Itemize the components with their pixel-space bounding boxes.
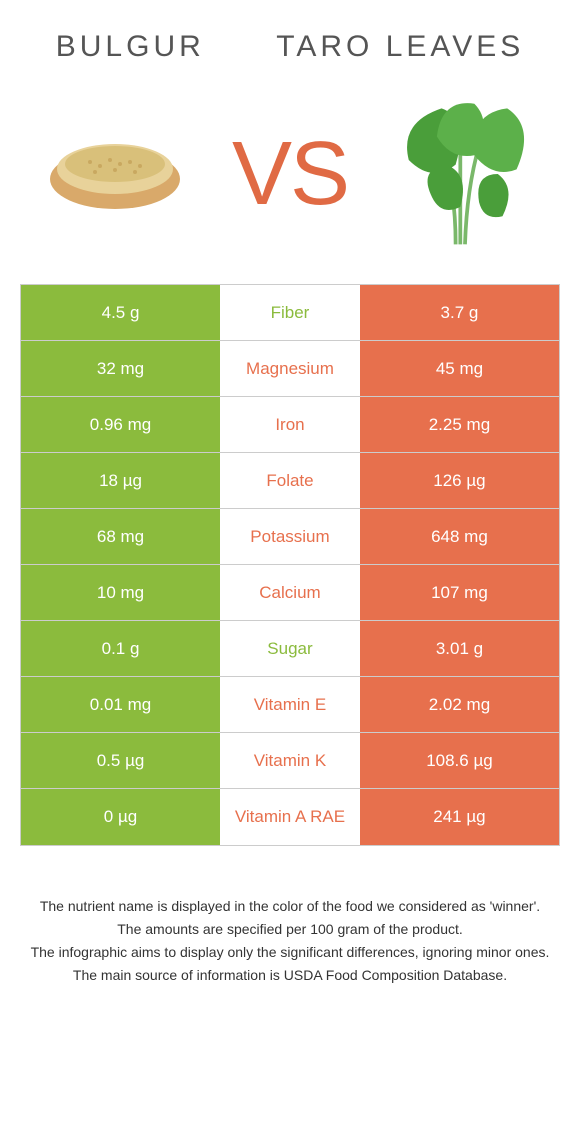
nutrient-name-cell: Calcium — [220, 565, 360, 620]
left-value-cell: 0.1 g — [21, 621, 220, 676]
right-food-title: TARO LEAVES — [276, 30, 524, 64]
table-row: 18 µgFolate126 µg — [21, 453, 559, 509]
left-value-cell: 32 mg — [21, 341, 220, 396]
left-value-cell: 0.5 µg — [21, 733, 220, 788]
vs-label: VS — [232, 123, 348, 226]
footer-line-2: The amounts are specified per 100 gram o… — [30, 919, 550, 940]
nutrient-name-cell: Magnesium — [220, 341, 360, 396]
right-value-cell: 126 µg — [360, 453, 559, 508]
nutrient-table: 4.5 gFiber3.7 g32 mgMagnesium45 mg0.96 m… — [20, 284, 560, 846]
nutrient-name-cell: Potassium — [220, 509, 360, 564]
hero-row: VS — [0, 74, 580, 284]
footer-line-1: The nutrient name is displayed in the co… — [30, 896, 550, 917]
left-value-cell: 0 µg — [21, 789, 220, 845]
bulgur-image — [40, 99, 190, 249]
left-value-cell: 18 µg — [21, 453, 220, 508]
nutrient-name-cell: Sugar — [220, 621, 360, 676]
right-value-cell: 2.25 mg — [360, 397, 559, 452]
left-value-cell: 0.01 mg — [21, 677, 220, 732]
right-value-cell: 3.7 g — [360, 285, 559, 340]
nutrient-name-cell: Fiber — [220, 285, 360, 340]
right-value-cell: 45 mg — [360, 341, 559, 396]
table-row: 10 mgCalcium107 mg — [21, 565, 559, 621]
footer-notes: The nutrient name is displayed in the co… — [0, 846, 580, 986]
right-value-cell: 648 mg — [360, 509, 559, 564]
table-row: 32 mgMagnesium45 mg — [21, 341, 559, 397]
table-row: 0.5 µgVitamin K108.6 µg — [21, 733, 559, 789]
table-row: 0.01 mgVitamin E2.02 mg — [21, 677, 559, 733]
header: BULGUR TARO LEAVES — [0, 0, 580, 74]
footer-line-3: The infographic aims to display only the… — [30, 942, 550, 963]
nutrient-name-cell: Vitamin K — [220, 733, 360, 788]
taro-leaves-image — [390, 99, 540, 249]
table-row: 0.1 gSugar3.01 g — [21, 621, 559, 677]
left-value-cell: 0.96 mg — [21, 397, 220, 452]
left-food-title: BULGUR — [56, 30, 205, 64]
right-value-cell: 2.02 mg — [360, 677, 559, 732]
footer-line-4: The main source of information is USDA F… — [30, 965, 550, 986]
left-value-cell: 10 mg — [21, 565, 220, 620]
nutrient-name-cell: Iron — [220, 397, 360, 452]
left-value-cell: 4.5 g — [21, 285, 220, 340]
nutrient-name-cell: Vitamin E — [220, 677, 360, 732]
right-value-cell: 3.01 g — [360, 621, 559, 676]
nutrient-name-cell: Vitamin A RAE — [220, 789, 360, 845]
nutrient-name-cell: Folate — [220, 453, 360, 508]
table-row: 4.5 gFiber3.7 g — [21, 285, 559, 341]
right-value-cell: 241 µg — [360, 789, 559, 845]
right-value-cell: 107 mg — [360, 565, 559, 620]
table-row: 68 mgPotassium648 mg — [21, 509, 559, 565]
right-value-cell: 108.6 µg — [360, 733, 559, 788]
table-row: 0.96 mgIron2.25 mg — [21, 397, 559, 453]
table-row: 0 µgVitamin A RAE241 µg — [21, 789, 559, 845]
left-value-cell: 68 mg — [21, 509, 220, 564]
